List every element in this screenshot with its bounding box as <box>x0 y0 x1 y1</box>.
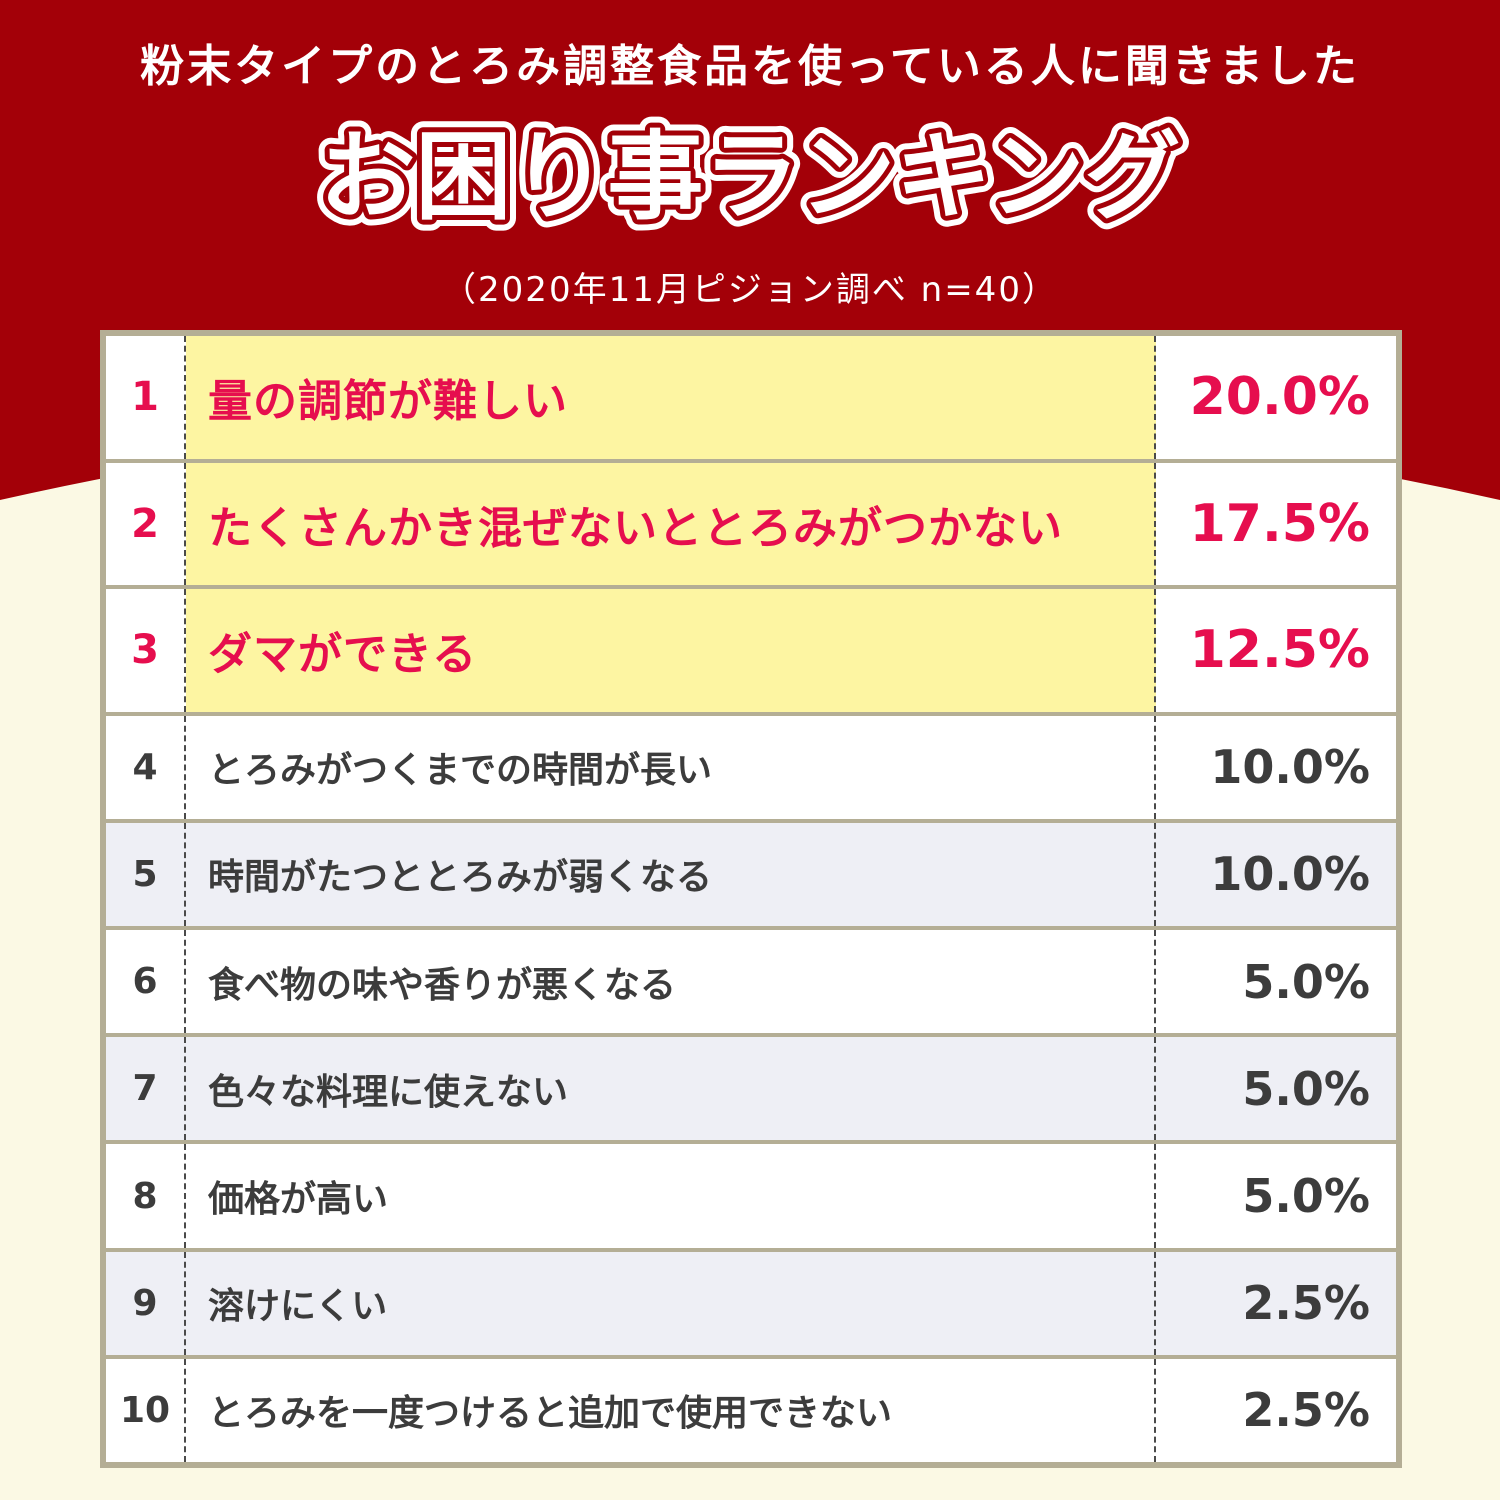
table-row: 7 色々な料理に使えない 5.0% <box>106 1037 1396 1141</box>
title-outline: お困り事ランキング <box>319 121 1180 233</box>
ranking-title: お困り事ランキング お困り事ランキング お困り事ランキング <box>308 110 1191 244</box>
value-cell: 5.0% <box>1156 930 1396 1033</box>
table-row: 3 ダマができる 12.5% <box>106 589 1396 712</box>
rank-cell: 4 <box>106 715 186 819</box>
ranking-table: 1 量の調節が難しい 20.0% 2 たくさんかき混ぜないととろみがつかない 17.5% 3… <box>100 330 1402 1468</box>
label-cell: 食べ物の味や香りが悪くなる <box>186 930 1156 1034</box>
label-cell: 色々な料理に使えない <box>186 1037 1156 1141</box>
item-label: とろみがつくまでの時間が長い <box>208 750 713 792</box>
rank-cell: 8 <box>106 1144 186 1248</box>
value-cell: 17.5% <box>1156 462 1396 586</box>
value-cell: 20.0% <box>1156 336 1396 459</box>
survey-source: （2020年11月ピジョン調べ n=40） <box>442 270 1058 310</box>
value-cell: 5.0% <box>1156 1037 1396 1140</box>
survey-subtitle: 粉末タイプのとろみ調整食品を使っている人に聞きました <box>140 41 1360 92</box>
item-label: 量の調節が難しい <box>208 376 568 428</box>
table-row: 6 食べ物の味や香りが悪くなる 5.0% <box>106 930 1396 1034</box>
percentage-value: 12.5% <box>1189 620 1370 681</box>
rank-number: 7 <box>132 1068 158 1110</box>
label-cell: とろみを一度つけると追加で使用できない <box>186 1358 1156 1463</box>
rank-cell: 5 <box>106 822 186 926</box>
percentage-value: 5.0% <box>1242 954 1370 1009</box>
rank-number: 1 <box>131 374 159 421</box>
rank-number: 5 <box>132 853 158 895</box>
label-cell: ダマができる <box>186 589 1156 712</box>
rank-cell: 7 <box>106 1037 186 1141</box>
percentage-value: 2.5% <box>1242 1276 1370 1331</box>
rank-cell: 10 <box>106 1358 186 1463</box>
value-cell: 2.5% <box>1156 1252 1396 1355</box>
title-inner-outline: お困り事ランキング <box>319 121 1180 233</box>
table-row: 1 量の調節が難しい 20.0% <box>106 336 1396 459</box>
percentage-value: 2.5% <box>1242 1383 1370 1438</box>
label-cell: 時間がたつととろみが弱くなる <box>186 822 1156 926</box>
item-label: 価格が高い <box>208 1179 389 1220</box>
value-cell: 5.0% <box>1156 1144 1396 1247</box>
percentage-value: 10.0% <box>1210 847 1370 902</box>
rank-cell: 6 <box>106 930 186 1034</box>
value-cell: 12.5% <box>1156 589 1396 712</box>
table-row: 4 とろみがつくまでの時間が長い 10.0% <box>106 715 1396 819</box>
table-row: 10 とろみを一度つけると追加で使用できない 2.5% <box>106 1358 1396 1463</box>
rank-cell: 1 <box>106 336 186 459</box>
label-cell: 量の調節が難しい <box>186 336 1156 459</box>
rank-number: 3 <box>131 627 159 674</box>
value-cell: 2.5% <box>1156 1359 1396 1462</box>
label-cell: とろみがつくまでの時間が長い <box>186 715 1156 819</box>
table-row: 8 価格が高い 5.0% <box>106 1144 1396 1248</box>
percentage-value: 10.0% <box>1210 740 1370 795</box>
item-label: 溶けにくい <box>208 1286 388 1328</box>
table-row: 5 時間がたつととろみが弱くなる 10.0% <box>106 822 1396 926</box>
rank-number: 9 <box>132 1282 158 1324</box>
item-label: たくさんかき混ぜないととろみがつかない <box>208 502 1063 554</box>
table-row: 2 たくさんかき混ぜないととろみがつかない 17.5% <box>106 462 1396 586</box>
item-label: 色々な料理に使えない <box>208 1071 569 1113</box>
item-label: 時間がたつととろみが弱くなる <box>208 857 713 899</box>
label-cell: たくさんかき混ぜないととろみがつかない <box>186 462 1156 586</box>
title-text: お困り事ランキング <box>319 121 1180 233</box>
value-cell: 10.0% <box>1156 823 1396 926</box>
rank-cell: 2 <box>106 462 186 586</box>
rank-number: 10 <box>119 1389 171 1431</box>
ranking-rows: 1 量の調節が難しい 20.0% 2 たくさんかき混ぜないととろみがつかない 17.5% 3… <box>106 336 1396 1463</box>
value-cell: 10.0% <box>1156 716 1396 819</box>
percentage-value: 5.0% <box>1242 1169 1370 1223</box>
percentage-value: 20.0% <box>1189 367 1370 428</box>
rank-cell: 9 <box>106 1251 186 1355</box>
item-label: とろみを一度つけると追加で使用できない <box>208 1393 893 1435</box>
rank-number: 8 <box>132 1175 158 1217</box>
label-cell: 溶けにくい <box>186 1251 1156 1355</box>
rank-number: 2 <box>131 500 159 547</box>
rank-number: 6 <box>132 961 158 1003</box>
table-row: 9 溶けにくい 2.5% <box>106 1251 1396 1355</box>
rank-cell: 3 <box>106 589 186 712</box>
percentage-value: 5.0% <box>1242 1061 1370 1116</box>
rank-number: 4 <box>132 746 158 788</box>
label-cell: 価格が高い <box>186 1144 1156 1248</box>
percentage-value: 17.5% <box>1189 493 1370 554</box>
item-label: ダマができる <box>208 629 478 681</box>
item-label: 食べ物の味や香りが悪くなる <box>208 964 677 1006</box>
